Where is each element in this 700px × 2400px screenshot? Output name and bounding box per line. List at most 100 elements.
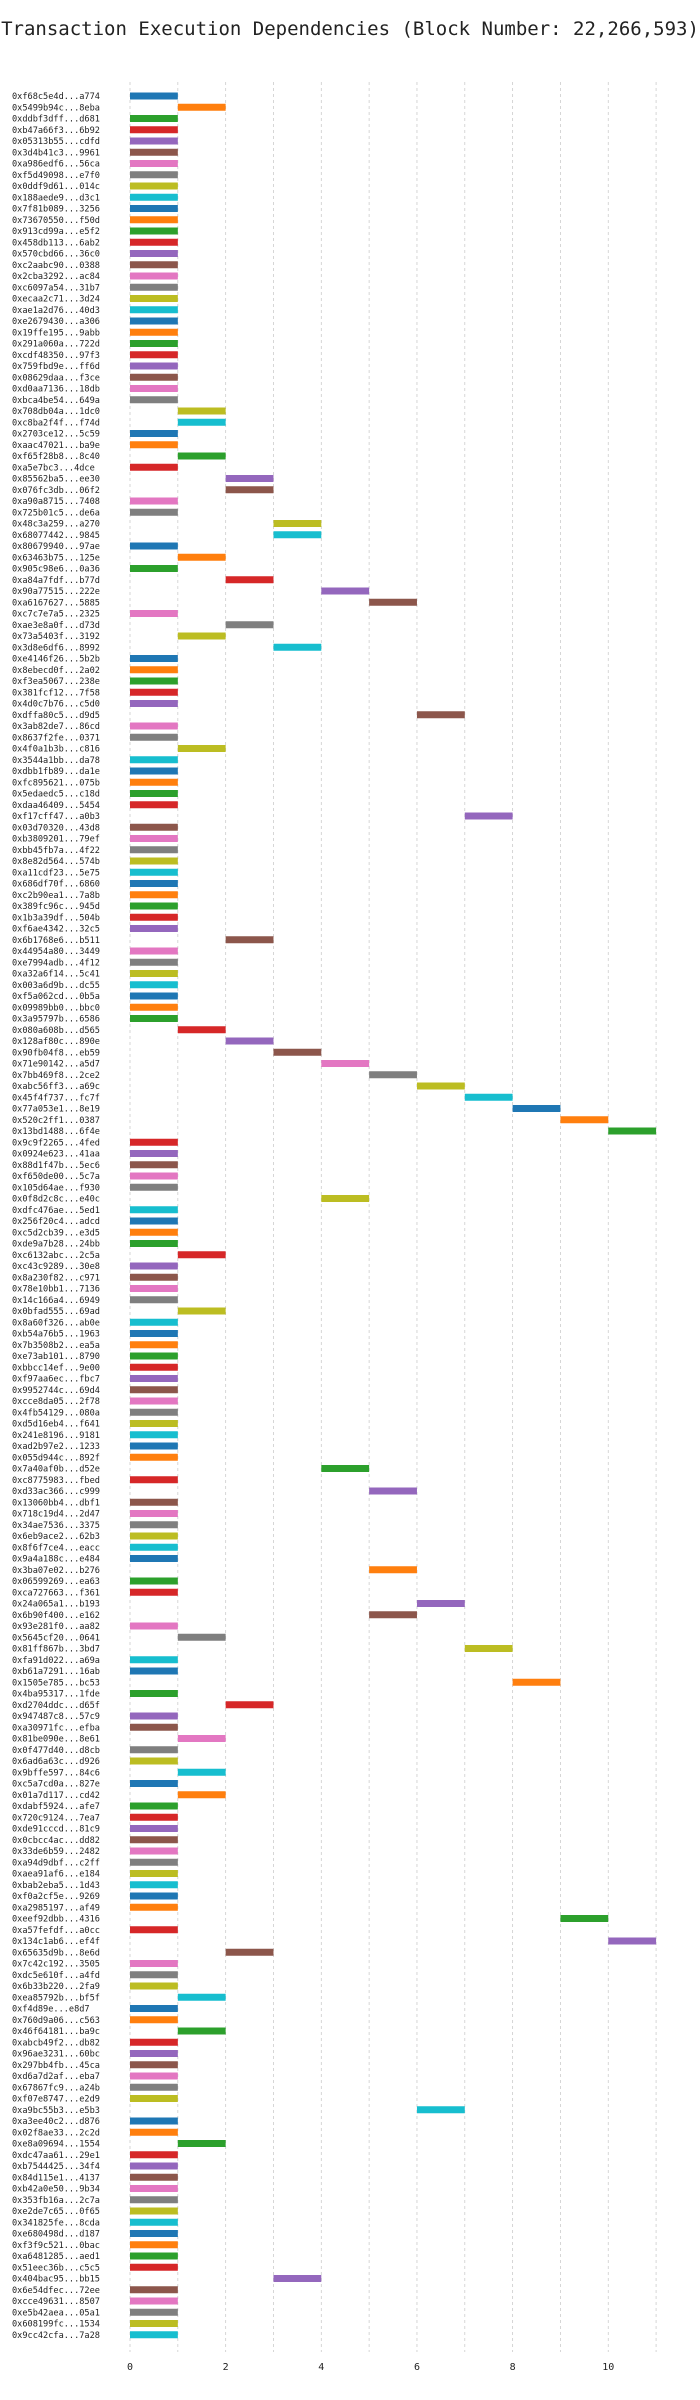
- bar: [130, 1318, 178, 1326]
- y-tick-label: 0x297bb4fb...45ca: [12, 2061, 100, 2071]
- bar: [130, 238, 178, 246]
- y-tick-label: 0xf17cff47...a0b3: [12, 812, 100, 822]
- y-tick-label: 0x725b01c5...de6a: [12, 508, 100, 518]
- bar: [177, 103, 226, 111]
- y-tick-label: 0x34ae7536...3375: [12, 1521, 100, 1531]
- bar: [273, 520, 322, 527]
- y-tick-label: 0x686df70f...6860: [12, 880, 100, 890]
- bar: [130, 1577, 178, 1585]
- y-tick-label: 0x09989bb0...bbc0: [12, 1003, 100, 1013]
- y-tick-label: 0xad2b97e2...1233: [12, 1442, 100, 1452]
- bar: [130, 92, 178, 100]
- bar: [130, 328, 178, 336]
- bar: [177, 418, 226, 426]
- y-tick-label: 0xa32a6f14...5c41: [12, 970, 100, 980]
- bar: [177, 1735, 226, 1742]
- bar: [130, 2173, 178, 2181]
- y-tick-label: 0xfc895621...075b: [12, 778, 100, 788]
- y-tick-label: 0xcce49631...8507: [12, 2297, 100, 2307]
- x-tick-label: 2: [223, 2362, 229, 2373]
- bar: [130, 2005, 178, 2012]
- y-tick-label: 0x256f20c4...adcd: [12, 1217, 100, 1227]
- y-tick-label: 0xdaa46409...5454: [12, 801, 100, 811]
- bar: [130, 441, 178, 449]
- bar: [130, 1926, 178, 1934]
- y-tick-label: 0x14c166a4...6949: [12, 1296, 100, 1306]
- bar: [177, 2140, 226, 2147]
- y-tick-label: 0x6eb9ace2...62b3: [12, 1532, 100, 1542]
- bar: [130, 2185, 178, 2192]
- y-tick-label: 0x105d64ae...f930: [12, 1183, 100, 1193]
- bar: [130, 227, 178, 235]
- y-tick-label: 0x8a60f326...ab0e: [12, 1318, 100, 1328]
- y-tick-label: 0xb54a76b5...1963: [12, 1330, 100, 1340]
- y-tick-label: 0x3d8e6df6...8992: [12, 643, 100, 653]
- y-tick-label: 0xb42a0e50...9b34: [12, 2185, 100, 2195]
- bar: [130, 1330, 178, 1337]
- y-tick-label: 0xa57fefdf...a0cc: [12, 1926, 100, 1936]
- y-tick-label: 0xb7544425...34f4: [12, 2162, 100, 2172]
- bar: [130, 216, 178, 224]
- y-tick-label: 0xc2aabc90...0388: [12, 261, 100, 271]
- bar: [130, 1847, 178, 1855]
- y-tick-label: 0xa2985197...af49: [12, 1903, 100, 1913]
- y-tick-label: 0xf650de00...5c7a: [12, 1172, 100, 1182]
- y-tick-label: 0xb61a7291...16ab: [12, 1667, 100, 1677]
- bar: [130, 193, 178, 201]
- y-tick-label: 0xaea91af6...e184: [12, 1870, 100, 1880]
- bar: [177, 745, 226, 752]
- bar: [369, 598, 417, 606]
- y-tick-label: 0xa986edf6...56ca: [12, 160, 100, 170]
- bar: [130, 1386, 178, 1394]
- y-tick-label: 0xa30971fc...efba: [12, 1723, 100, 1733]
- y-tick-label: 0xe7994adb...4f12: [12, 958, 100, 968]
- y-tick-label: 0x8e82d564...574b: [12, 857, 100, 867]
- y-tick-label: 0xbca4be54...649a: [12, 396, 100, 406]
- bar: [130, 396, 178, 404]
- y-tick-label: 0x520c2ff1...0387: [12, 1116, 100, 1126]
- bar: [130, 1510, 178, 1517]
- bar: [130, 261, 178, 269]
- bar: [130, 1240, 178, 1247]
- y-tick-label: 0xfa91d022...a69a: [12, 1656, 100, 1666]
- bar: [130, 891, 178, 899]
- bar: [130, 1881, 178, 1889]
- bar: [130, 1712, 178, 1720]
- y-tick-label: 0x9cc42cfa...7a28: [12, 2331, 100, 2341]
- bar: [130, 2162, 178, 2170]
- y-tick-label: 0x241e8196...9181: [12, 1431, 100, 1441]
- bar: [225, 576, 274, 584]
- y-tick-label: 0x5499b94c...8eba: [12, 103, 100, 113]
- y-tick-label: 0xf0a2cf5e...9269: [12, 1892, 100, 1902]
- bar: [130, 700, 178, 707]
- y-tick-label: 0xa5e7bc3...4dce: [12, 463, 95, 473]
- bar: [130, 1206, 178, 1214]
- bar: [369, 1071, 417, 1079]
- bar: [130, 2061, 178, 2069]
- bar: [130, 902, 178, 910]
- y-tick-label: 0xa6167627...5885: [12, 598, 100, 608]
- y-tick-label: 0xf07e8747...e2d9: [12, 2095, 100, 2105]
- y-tick-label: 0xe2de7c65...0f65: [12, 2207, 100, 2217]
- bar: [225, 936, 274, 944]
- y-tick-label: 0x9bffe597...84c6: [12, 1768, 100, 1778]
- y-tick-label: 0x0f477d40...d8cb: [12, 1746, 100, 1756]
- bar: [177, 1993, 226, 2001]
- bar: [273, 531, 322, 539]
- bar: [130, 2263, 178, 2271]
- bar: [130, 2038, 178, 2046]
- y-tick-label: 0x73670550...f50d: [12, 216, 100, 226]
- y-tick-label: 0x003a6d9b...dc55: [12, 981, 100, 991]
- bar: [177, 632, 226, 640]
- bar: [130, 1476, 178, 1484]
- y-tick-label: 0x291a060a...722d: [12, 340, 100, 350]
- bar: [177, 1768, 226, 1776]
- y-tick-label: 0x9952744c...69d4: [12, 1386, 100, 1396]
- bar: [130, 373, 178, 381]
- bar: [130, 1802, 178, 1810]
- bar: [130, 1015, 178, 1022]
- bar: [130, 115, 178, 122]
- bar: [130, 182, 178, 190]
- bar: [130, 666, 178, 674]
- y-tick-label: 0x760d9a06...c563: [12, 2016, 100, 2026]
